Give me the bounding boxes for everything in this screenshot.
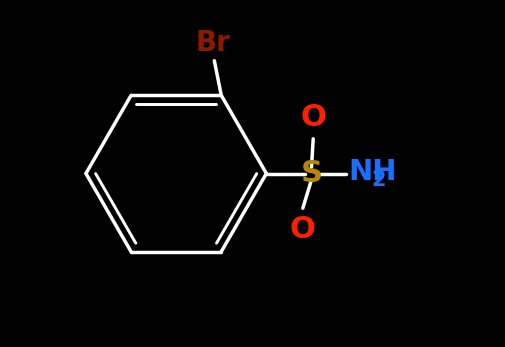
Text: NH: NH [348, 158, 396, 186]
Text: O: O [300, 103, 326, 132]
Text: S: S [300, 159, 323, 188]
Text: Br: Br [195, 29, 230, 57]
Text: O: O [290, 215, 316, 244]
Text: 2: 2 [372, 170, 386, 191]
